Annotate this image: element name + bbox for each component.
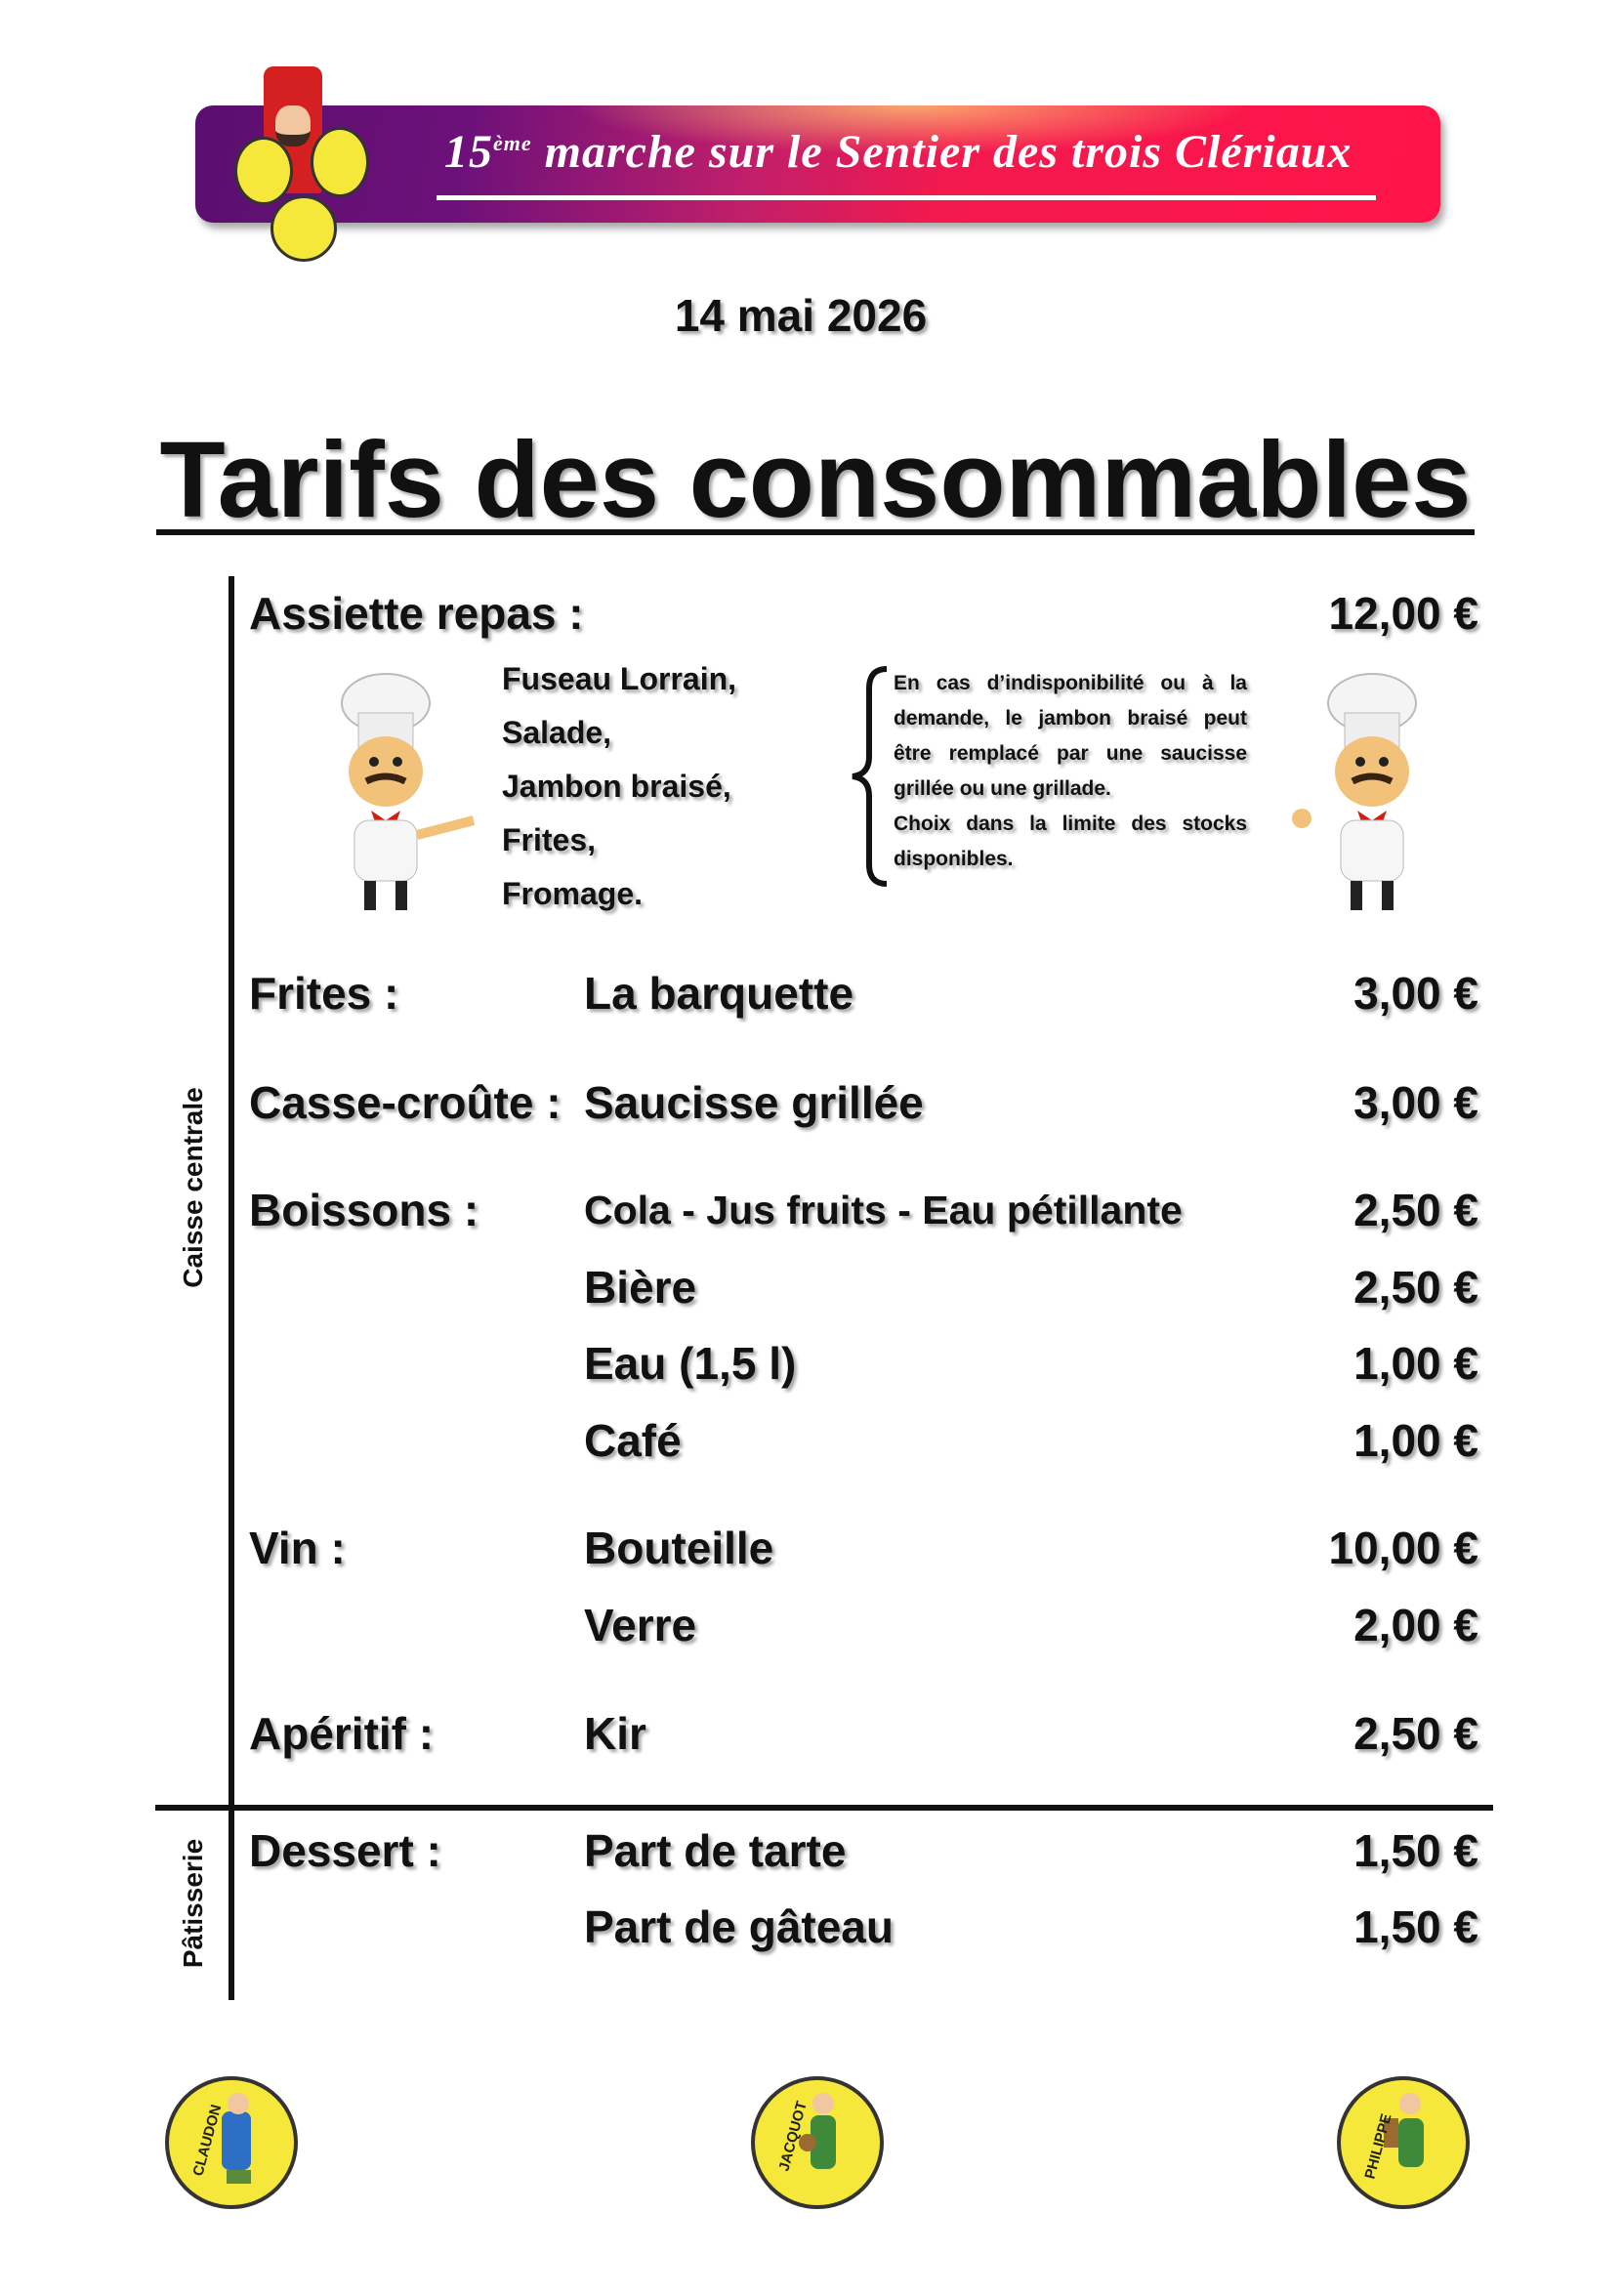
note-line: Choix dans la limite des stocks disponib… (894, 813, 1247, 870)
item-label: Café (584, 1415, 682, 1466)
menu-item: Salade, (502, 715, 612, 750)
menu-item: Frites, (502, 822, 597, 857)
title-banner: 15ème marche sur le Sentier des trois Cl… (195, 105, 1440, 223)
item-label: Part de tarte (584, 1825, 847, 1876)
price: 1,00 € (1353, 1338, 1478, 1389)
banner-underline (437, 195, 1376, 200)
banner-glow (568, 105, 1254, 154)
title-underline (156, 529, 1475, 535)
page-title: Tarifs des consommables (159, 420, 1472, 540)
philippe-medallion (311, 127, 369, 197)
claudon-medallion (234, 137, 293, 205)
assiette-price: 12,00 € (1328, 588, 1478, 639)
banner-number: 15 (444, 126, 493, 178)
price: 1,50 € (1353, 1901, 1478, 1952)
item-label: Cola - Jus fruits - Eau pétillante (584, 1188, 1183, 1232)
item-label: Part de gâteau (584, 1901, 894, 1952)
menu-item: Jambon braisé, (502, 769, 731, 804)
section-divider-horizontal (155, 1805, 1493, 1811)
item-label: La barquette (584, 968, 854, 1019)
item-label: Verre (584, 1600, 697, 1650)
category-label: Vin : (249, 1523, 346, 1573)
menu-item: Fuseau Lorrain, (502, 661, 737, 696)
banner-text: marche sur le Sentier des trois Clériaux (544, 126, 1352, 178)
note-line: En cas d’indisponibilité ou à la demande… (894, 672, 1247, 800)
event-date: 14 mai 2026 (674, 290, 928, 341)
price: 1,00 € (1353, 1415, 1478, 1466)
section-divider-vertical (229, 576, 234, 2000)
banner-title: 15ème marche sur le Sentier des trois Cl… (444, 125, 1352, 179)
price: 2,00 € (1353, 1600, 1478, 1650)
price: 3,00 € (1353, 1077, 1478, 1128)
assiette-items: Fuseau Lorrain, Salade, Jambon braisé, F… (502, 652, 736, 921)
assiette-note: En cas d’indisponibilité ou à la demande… (894, 666, 1247, 877)
price: 2,50 € (1353, 1185, 1478, 1235)
category-label: Frites : (249, 968, 399, 1019)
jacquot-medallion (270, 195, 337, 262)
price: 2,50 € (1353, 1708, 1478, 1759)
item-label: Eau (1,5 l) (584, 1338, 797, 1389)
curly-brace-icon (852, 666, 888, 887)
price: 10,00 € (1328, 1523, 1478, 1573)
section-label-caisse: Caisse centrale (178, 1087, 208, 1288)
chef-illustration-right (1292, 673, 1417, 910)
claudon-medallion-footer: CLAUDON (165, 2076, 298, 2209)
bishop-face (275, 105, 311, 146)
category-label: Dessert : (249, 1825, 441, 1876)
section-label-patisserie-wrap: Pâtisserie (178, 1839, 340, 1968)
item-label: Saucisse grillée (584, 1077, 924, 1128)
menu-item: Fromage. (502, 876, 644, 911)
chef-illustration-left (341, 673, 476, 910)
price: 3,00 € (1353, 968, 1478, 1019)
section-label-patisserie: Pâtisserie (178, 1838, 208, 1969)
category-label: Casse-croûte : (249, 1077, 562, 1128)
banner-suffix: ème (493, 131, 532, 155)
price: 1,50 € (1353, 1825, 1478, 1876)
item-label: Bière (584, 1262, 697, 1313)
price: 2,50 € (1353, 1262, 1478, 1313)
philippe-medallion-footer: PHILIPPE (1337, 2076, 1470, 2209)
jacquot-medallion-footer: JACQUOT (751, 2076, 884, 2209)
category-label: Apéritif : (249, 1708, 435, 1759)
assiette-label: Assiette repas : (249, 588, 584, 639)
item-label: Kir (584, 1708, 646, 1759)
category-label: Boissons : (249, 1185, 479, 1235)
item-label: Bouteille (584, 1523, 774, 1573)
